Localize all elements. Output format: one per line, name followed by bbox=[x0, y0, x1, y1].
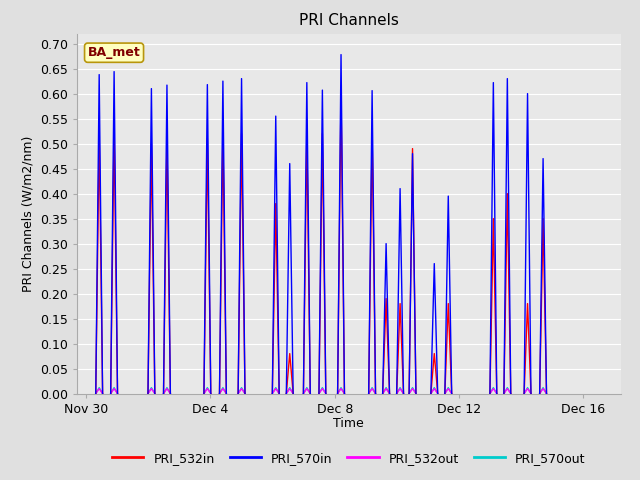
Y-axis label: PRI Channels (W/m2/nm): PRI Channels (W/m2/nm) bbox=[21, 135, 34, 292]
Title: PRI Channels: PRI Channels bbox=[299, 13, 399, 28]
Text: BA_met: BA_met bbox=[88, 46, 140, 59]
Legend: PRI_532in, PRI_570in, PRI_532out, PRI_570out: PRI_532in, PRI_570in, PRI_532out, PRI_57… bbox=[107, 447, 591, 469]
X-axis label: Time: Time bbox=[333, 417, 364, 430]
